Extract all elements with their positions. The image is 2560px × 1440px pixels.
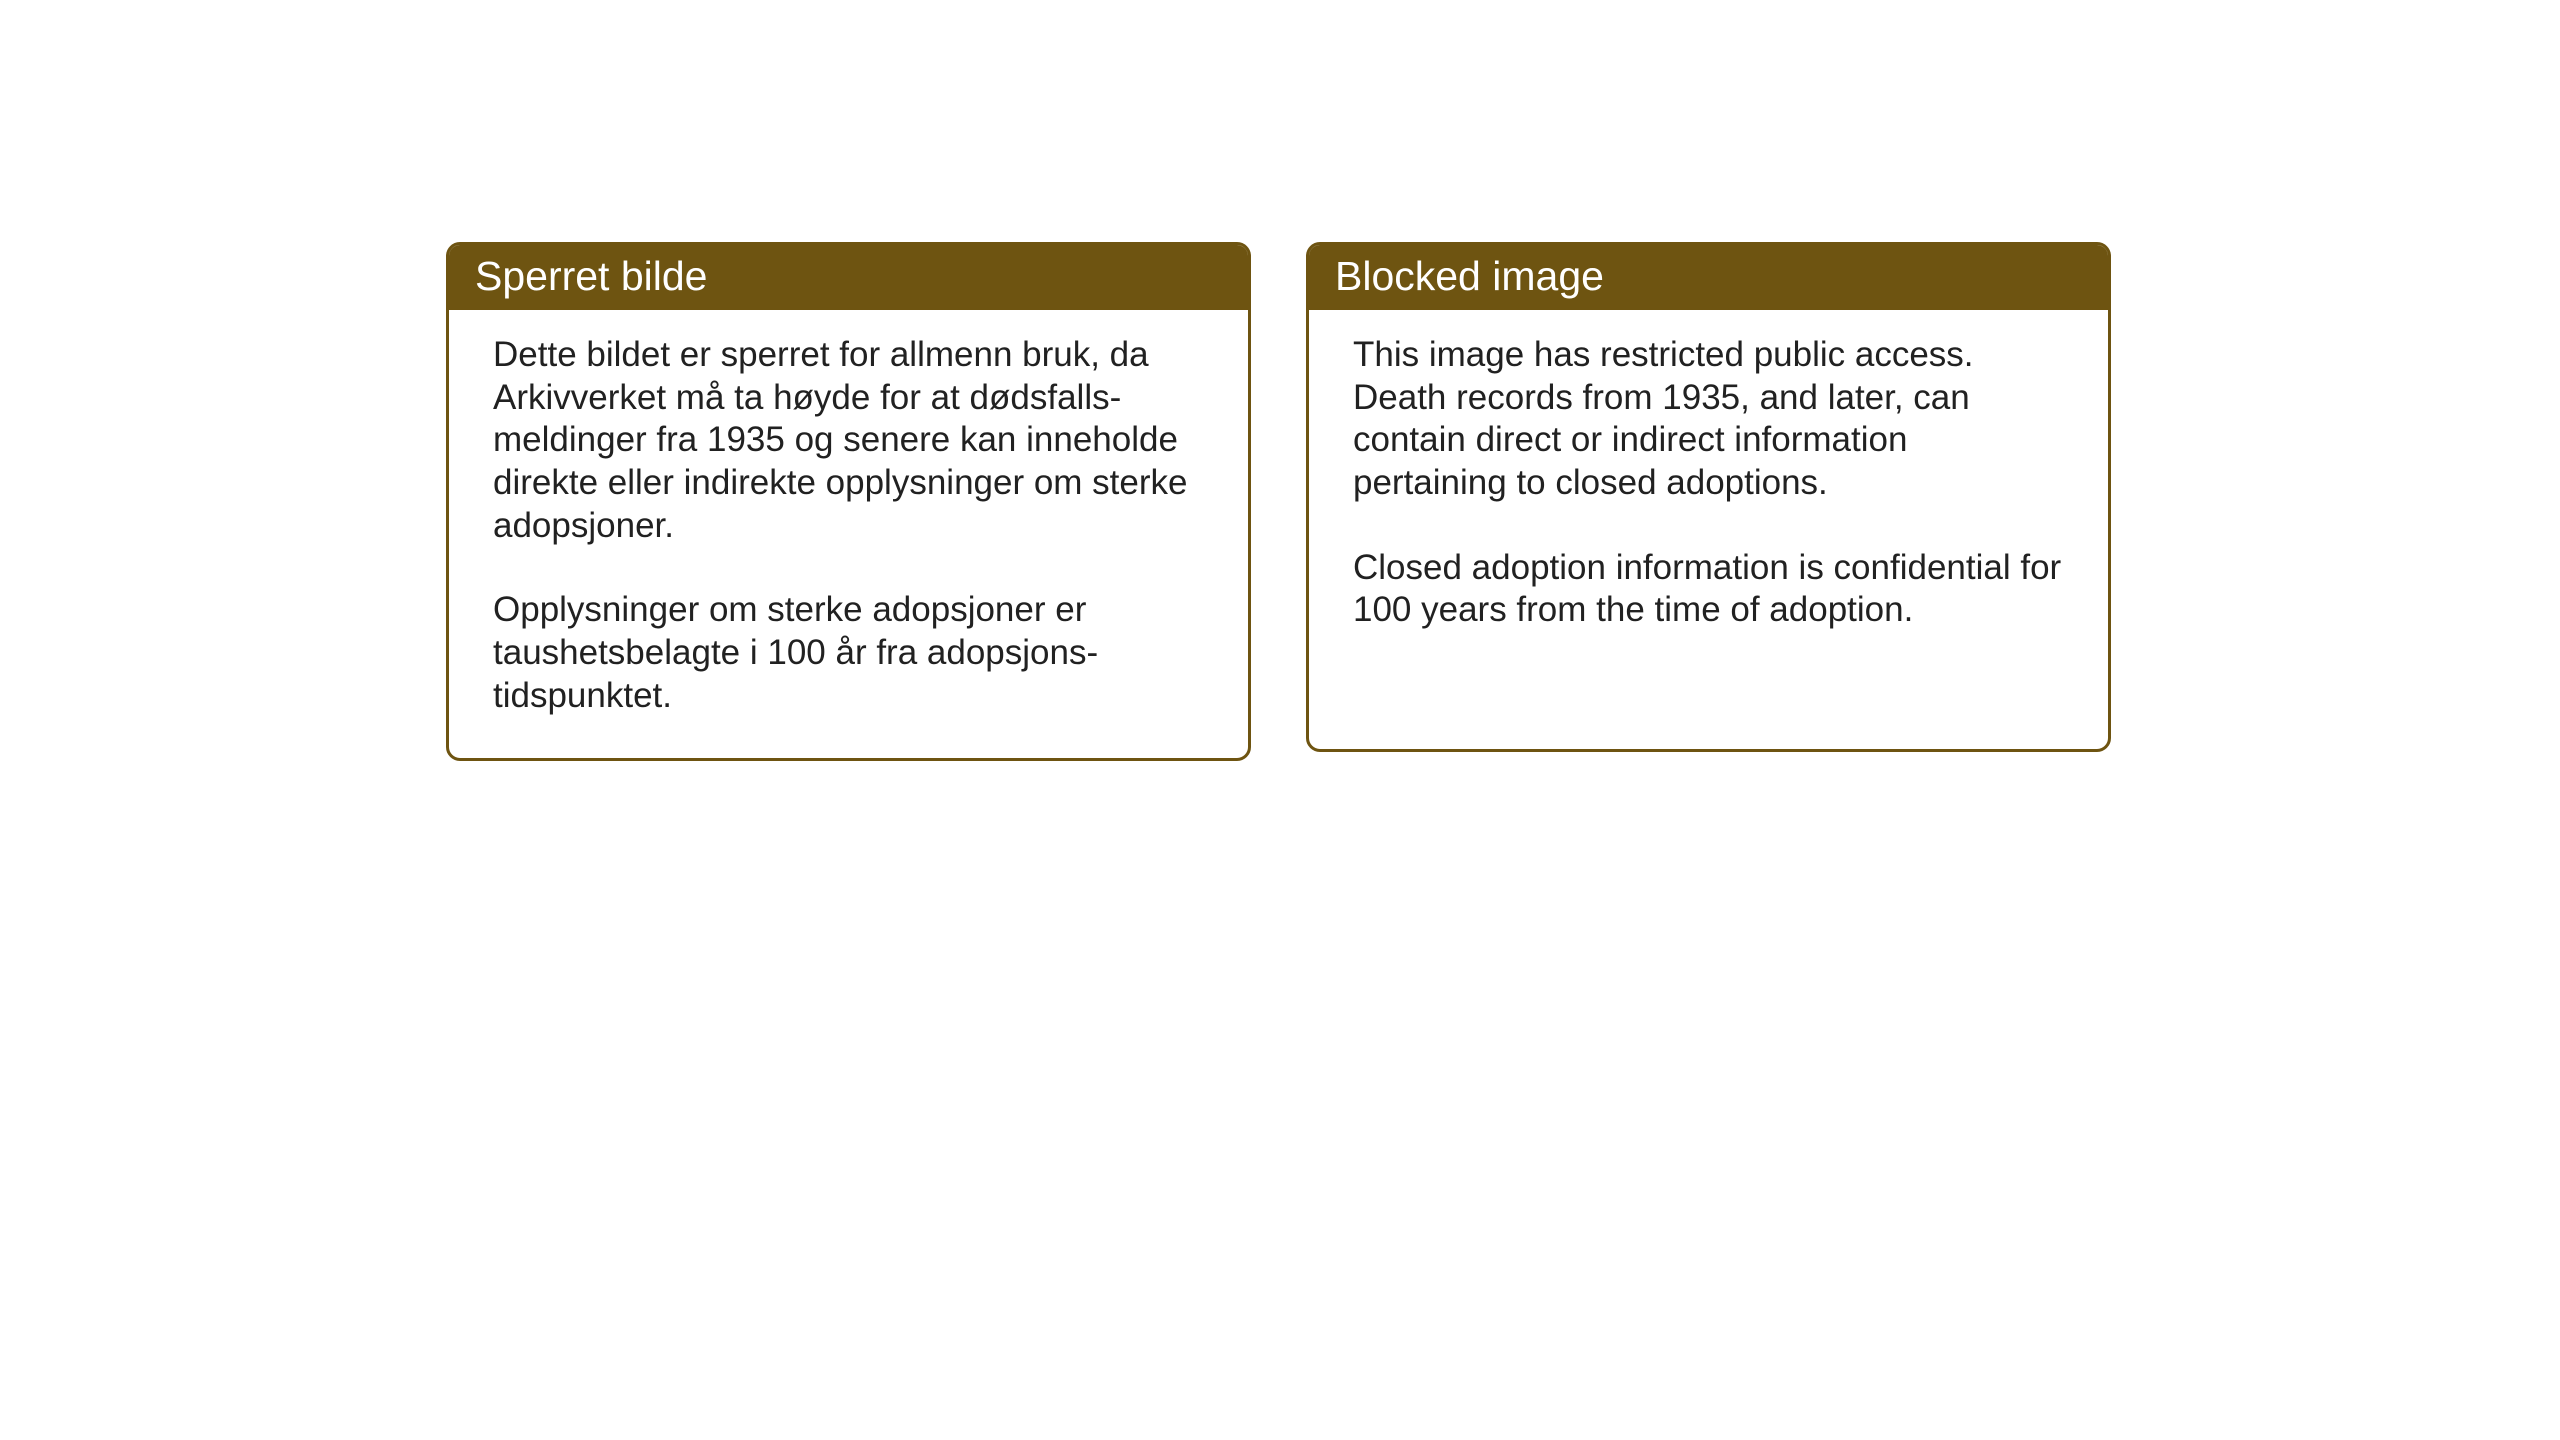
card-header-english: Blocked image (1309, 245, 2108, 310)
card-header-norwegian: Sperret bilde (449, 245, 1248, 310)
card-body-english: This image has restricted public access.… (1309, 310, 2108, 672)
card-body-norwegian: Dette bildet er sperret for allmenn bruk… (449, 310, 1248, 758)
card-norwegian: Sperret bilde Dette bildet er sperret fo… (446, 242, 1251, 761)
card-paragraph-2: Opplysninger om sterke adopsjoner er tau… (493, 589, 1204, 717)
cards-container: Sperret bilde Dette bildet er sperret fo… (446, 242, 2111, 761)
card-paragraph-2: Closed adoption information is confident… (1353, 547, 2064, 632)
card-paragraph-1: Dette bildet er sperret for allmenn bruk… (493, 334, 1204, 547)
card-paragraph-1: This image has restricted public access.… (1353, 334, 2064, 505)
card-english: Blocked image This image has restricted … (1306, 242, 2111, 752)
